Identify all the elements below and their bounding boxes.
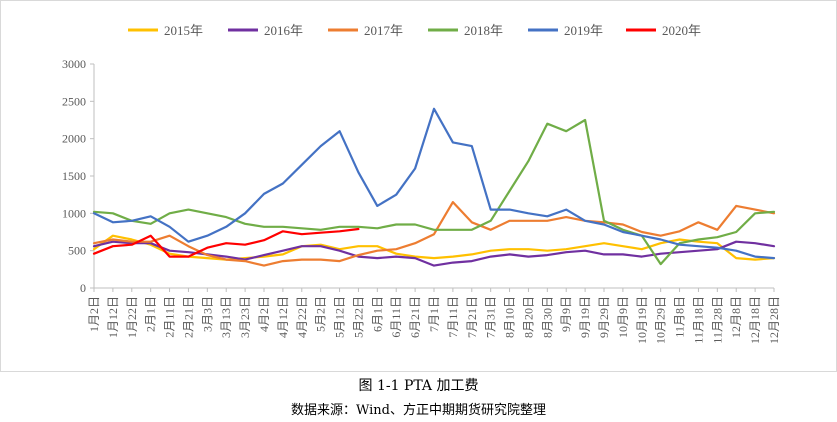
x-tick-label: 1月12日 (106, 296, 120, 338)
x-tick-label: 11月28日 (710, 296, 724, 344)
chart-legend: 2015年 2016年 2017年 2018年 2019年 2020年 (128, 23, 701, 38)
x-tick-label: 12月18日 (748, 296, 762, 344)
x-tick-label: 2月21日 (181, 296, 195, 338)
x-tick-label: 9月19日 (578, 296, 592, 338)
x-tick-label: 4月2日 (257, 296, 271, 332)
series-line-1 (92, 234, 776, 261)
x-tick-label: 12月8日 (729, 296, 743, 338)
x-tick-label: 7月21日 (465, 296, 479, 338)
y-tick-label: 1000 (62, 206, 86, 220)
x-tick-label: 4月12日 (276, 296, 290, 338)
legend-label-2: 2016年 (264, 23, 303, 38)
x-tick-label: 8月30日 (540, 296, 554, 338)
y-tick-label: 2000 (62, 132, 86, 146)
x-tick-label: 2月1日 (144, 296, 158, 332)
x-tick-label: 6月1日 (370, 296, 384, 332)
x-tick-label: 4月22日 (295, 296, 309, 338)
x-tick-label: 7月1日 (427, 296, 441, 332)
x-tick-label: 5月22日 (351, 296, 365, 338)
x-tick-label: 11月18日 (691, 296, 705, 344)
x-tick-label: 1月2日 (87, 296, 101, 332)
y-tick-label: 3000 (62, 57, 86, 71)
chart-axes: 0 500 1000 1500 2000 2500 3000 1月2日 1月12日 1月22日 2月… (62, 57, 781, 344)
x-tick-label: 7月31日 (484, 296, 498, 338)
legend-label-4: 2018年 (464, 23, 503, 38)
x-tick-label: 1月22日 (125, 296, 139, 338)
x-tick-label: 8月20日 (521, 296, 535, 338)
legend-label-1: 2015年 (164, 23, 203, 38)
series-line-3 (92, 201, 776, 267)
chart-plot-area (92, 107, 776, 267)
x-tick-label: 8月10日 (503, 296, 517, 338)
data-source-note: 数据来源：Wind、方正中期期货研究院整理 (291, 403, 546, 418)
legend-label-3: 2017年 (364, 23, 403, 38)
x-tick-label: 10月29日 (654, 296, 668, 344)
series-line-6 (92, 227, 360, 258)
x-tick-label: 3月13日 (219, 296, 233, 338)
x-tick-label: 6月21日 (408, 296, 422, 338)
x-tick-label: 12月28日 (767, 296, 781, 344)
y-tick-label: 2500 (62, 94, 86, 108)
series-line-5 (92, 107, 776, 260)
x-tick-label: 2月11日 (163, 296, 177, 338)
figure-caption: 图 1-1 PTA 加工费 (358, 378, 479, 394)
x-tick-label: 9月29日 (597, 296, 611, 338)
x-tick-label: 3月23日 (238, 296, 252, 338)
y-tick-label: 500 (68, 244, 86, 258)
x-tick-label: 10月19日 (635, 296, 649, 344)
series-line-4 (92, 118, 776, 266)
x-tick-label: 6月11日 (389, 296, 403, 338)
x-tick-label: 9月9日 (559, 296, 573, 332)
legend-label-6: 2020年 (662, 23, 701, 38)
x-tick-label: 3月3日 (200, 296, 214, 332)
x-tick-label: 11月8日 (673, 296, 687, 338)
x-tick-label: 7月11日 (446, 296, 460, 338)
pta-processing-fee-chart: 2015年 2016年 2017年 2018年 2019年 2020年 0 500 1000 1… (62, 23, 781, 344)
x-tick-label: 5月2日 (314, 296, 328, 332)
x-tick-label: 10月9日 (616, 296, 630, 338)
x-tick-label: 5月12日 (333, 296, 347, 338)
y-tick-label: 0 (80, 281, 86, 295)
y-tick-label: 1500 (62, 169, 86, 183)
legend-label-5: 2019年 (564, 23, 603, 38)
